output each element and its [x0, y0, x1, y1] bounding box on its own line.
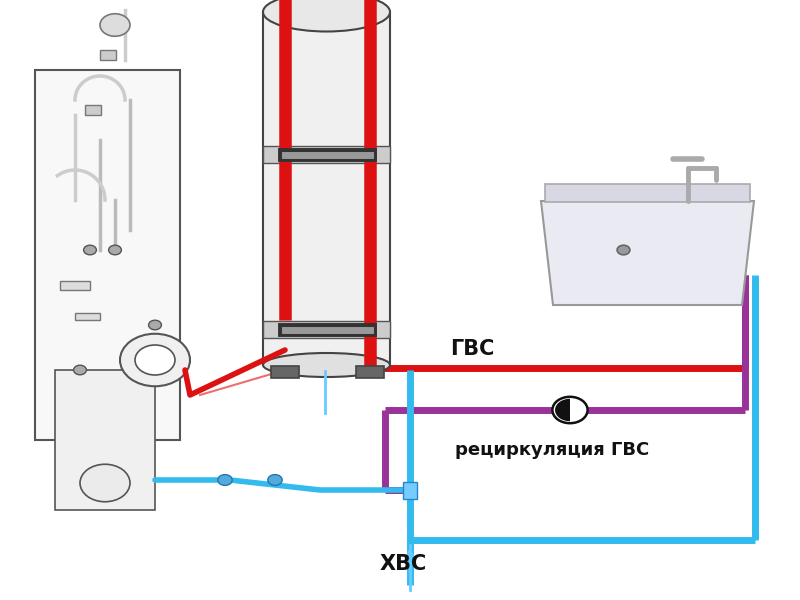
Circle shape [100, 14, 130, 36]
Bar [75, 313, 100, 320]
Text: рециркуляция ГВС: рециркуляция ГВС [455, 441, 650, 459]
Wedge shape [555, 399, 570, 421]
Text: ХВС: ХВС [380, 554, 427, 574]
Text: ГВС: ГВС [450, 339, 494, 359]
Bar [55, 370, 155, 510]
Bar [263, 12, 390, 365]
Bar [85, 105, 101, 115]
Bar [545, 184, 750, 202]
Bar [100, 50, 116, 60]
Circle shape [135, 345, 175, 375]
Ellipse shape [263, 353, 390, 377]
Circle shape [83, 245, 97, 255]
Bar [271, 366, 299, 378]
Bar [263, 146, 390, 163]
Circle shape [80, 464, 130, 502]
Bar [35, 70, 180, 440]
Circle shape [218, 475, 232, 485]
Bar [263, 321, 390, 338]
Bar [60, 281, 90, 290]
Circle shape [149, 320, 162, 330]
Ellipse shape [263, 0, 390, 31]
Bar [402, 482, 418, 499]
Circle shape [617, 245, 630, 255]
Polygon shape [541, 201, 754, 305]
Circle shape [74, 365, 86, 375]
Bar [356, 366, 384, 378]
Circle shape [109, 245, 122, 255]
Circle shape [268, 475, 282, 485]
Circle shape [120, 334, 190, 386]
Circle shape [552, 397, 587, 423]
